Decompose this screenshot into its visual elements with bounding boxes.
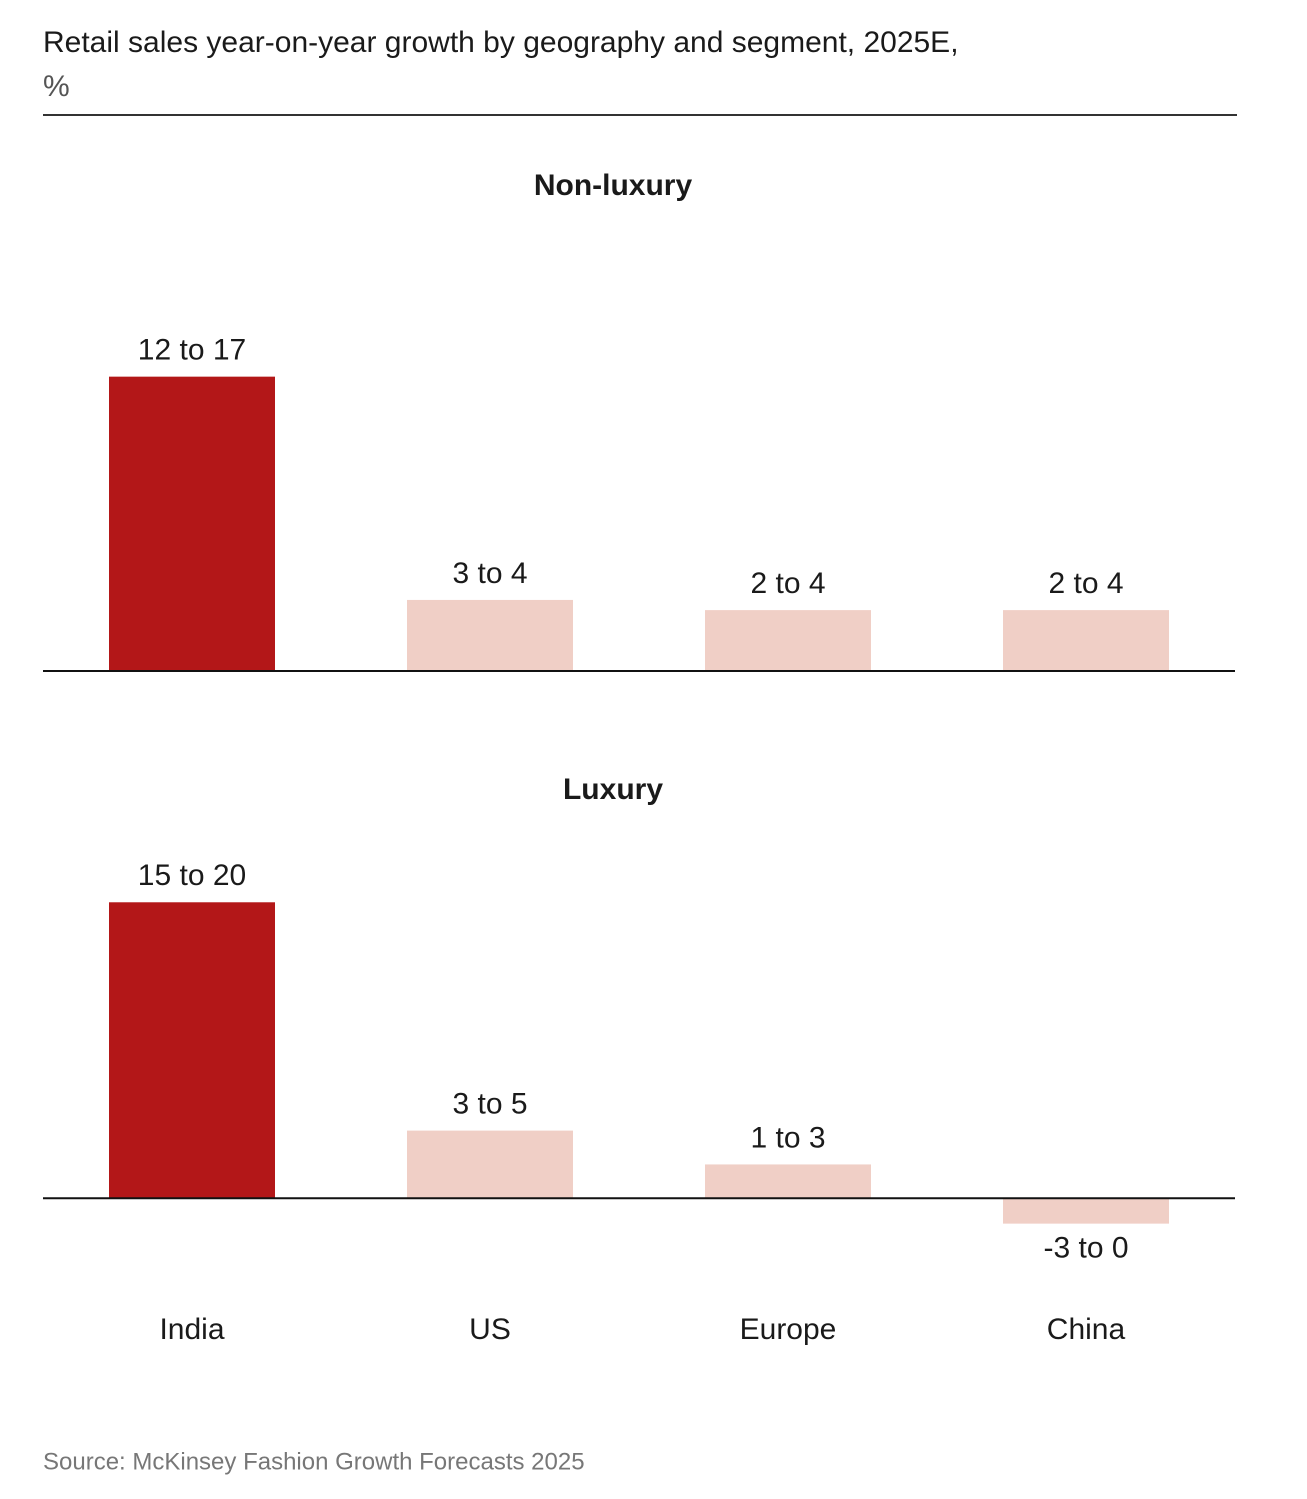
- x-tick-label: India: [159, 1313, 224, 1346]
- data-label: 2 to 4: [1048, 567, 1123, 600]
- chart-title: Retail sales year-on-year growth by geog…: [43, 26, 959, 59]
- data-label: 1 to 3: [750, 1121, 825, 1154]
- x-tick-label: US: [469, 1313, 511, 1346]
- bar: [407, 599, 573, 671]
- bar: [705, 610, 871, 671]
- panel-title: Non-luxury: [534, 169, 693, 202]
- data-label: 3 to 4: [452, 557, 527, 590]
- data-label: -3 to 0: [1043, 1232, 1128, 1265]
- bar: [109, 376, 275, 671]
- x-tick-label: Europe: [740, 1313, 837, 1346]
- source: Source: McKinsey Fashion Growth Forecast…: [43, 1448, 585, 1475]
- data-label: 15 to 20: [138, 859, 246, 892]
- bar: [407, 1130, 573, 1199]
- bar: [705, 1164, 871, 1199]
- panel-title: Luxury: [563, 773, 663, 806]
- data-label: 3 to 5: [452, 1088, 527, 1121]
- data-label: 2 to 4: [750, 567, 825, 600]
- data-label: 12 to 17: [138, 334, 246, 367]
- bar: [1003, 1198, 1169, 1224]
- x-tick-label: China: [1047, 1313, 1126, 1346]
- bar: [109, 902, 275, 1199]
- bar: [1003, 610, 1169, 671]
- unit: %: [43, 70, 70, 103]
